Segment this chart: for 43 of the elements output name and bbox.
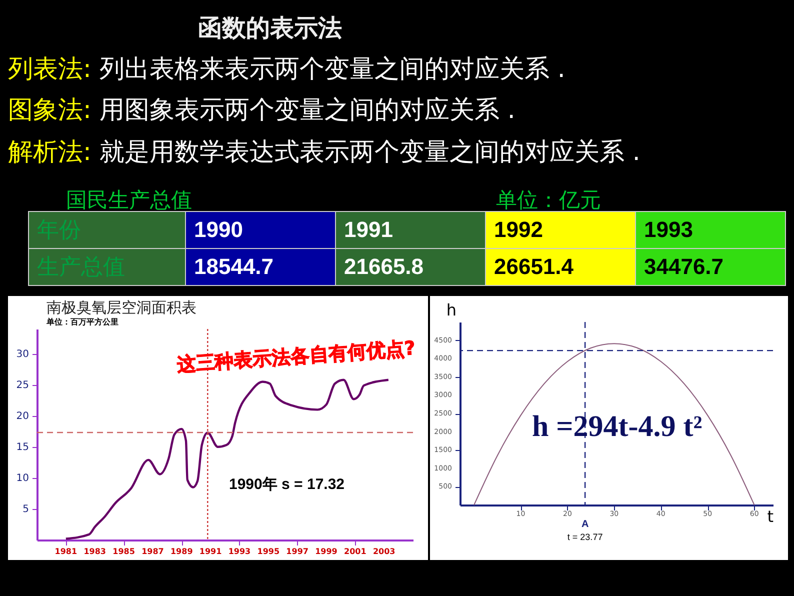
y-tick-label: 10 xyxy=(16,472,29,484)
y-tick-label: 5 xyxy=(22,504,29,515)
data-label: 34476.7 xyxy=(636,248,786,286)
x-axis-title: t xyxy=(767,507,774,526)
annotation: 这三种表示法各自有何优点? xyxy=(176,336,416,378)
x-tick-label: 1983 xyxy=(84,547,106,556)
data-label: 26651.4 xyxy=(486,248,636,286)
text: 解析法: 就是用数学表达式表示两个变量之间的对应关系 . xyxy=(8,136,640,168)
x-tick-label: 2001 xyxy=(344,547,367,556)
data-label: 21665.8 xyxy=(336,248,486,286)
chart-title: 南极臭氧层空洞面积表 xyxy=(46,298,196,316)
x-tick-label: 2003 xyxy=(372,547,396,556)
y-tick-label: 30 xyxy=(16,348,29,360)
chart-title: 国民生产总值 xyxy=(66,187,192,214)
text: t = 23.77 xyxy=(567,532,603,542)
x-tick-label: 1987 xyxy=(142,547,164,556)
y-tick-label: 15 xyxy=(16,442,29,453)
data-label: 18544.7 xyxy=(186,248,336,286)
chart-subtitle: 单位：亿元 xyxy=(496,187,601,214)
x-tick-label: 1995 xyxy=(257,547,280,556)
x-tick-label: 1990 xyxy=(186,212,336,248)
text: 图象法: 用图象表示两个变量之间的对应关系 . xyxy=(8,94,516,126)
x-tick-label: 1981 xyxy=(54,547,78,556)
y-axis-title: h xyxy=(446,300,456,320)
x-tick-label: 1993 xyxy=(228,547,251,556)
y-tick-label: 25 xyxy=(16,380,29,391)
x-tick-label: 1993 xyxy=(636,212,786,248)
x-tick-label: 1985 xyxy=(112,547,136,556)
text: 函数的表示法 xyxy=(197,12,343,44)
text: 列表法: 列出表格来表示两个变量之间的对应关系 . xyxy=(8,53,566,85)
text: A xyxy=(581,519,589,530)
x-tick-label: 1992 xyxy=(486,212,636,248)
chart-subtitle: 单位：百万平方公里 xyxy=(45,316,118,326)
x-tick-label: 1989 xyxy=(170,547,194,556)
annotation: 1990年 s = 17.32 xyxy=(229,476,345,493)
annotation: h =294t-4.9 t² xyxy=(532,410,702,443)
x-tick-label: 1991 xyxy=(336,212,486,248)
y-tick-label: 20 xyxy=(16,410,29,422)
line-series xyxy=(64,378,390,540)
x-tick-label: 1997 xyxy=(286,547,308,556)
line-series xyxy=(474,343,755,506)
x-tick-label: 1999 xyxy=(315,547,338,556)
x-tick-label: 1991 xyxy=(199,547,222,556)
